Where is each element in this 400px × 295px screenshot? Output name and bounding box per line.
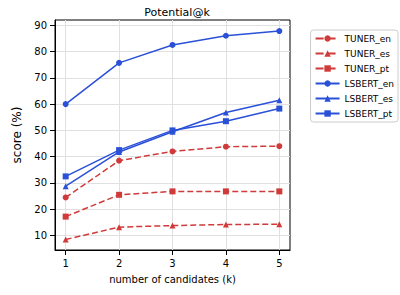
svg-text:number of candidates (k): number of candidates (k) bbox=[109, 274, 236, 285]
svg-text:LSBERT_pt: LSBERT_pt bbox=[345, 109, 393, 119]
svg-text:TUNER_en: TUNER_en bbox=[344, 34, 392, 44]
svg-text:LSBERT_en: LSBERT_en bbox=[345, 79, 394, 89]
svg-text:30: 30 bbox=[34, 177, 47, 188]
svg-text:3: 3 bbox=[169, 258, 175, 269]
svg-text:LSBERT_es: LSBERT_es bbox=[345, 94, 394, 104]
svg-text:4: 4 bbox=[223, 258, 229, 269]
svg-text:score (%): score (%) bbox=[10, 107, 24, 164]
svg-text:70: 70 bbox=[34, 72, 47, 83]
svg-text:TUNER_pt: TUNER_pt bbox=[344, 64, 390, 74]
svg-text:50: 50 bbox=[34, 125, 47, 136]
svg-text:TUNER_es: TUNER_es bbox=[344, 49, 391, 59]
svg-text:5: 5 bbox=[276, 258, 282, 269]
svg-text:Potential@k: Potential@k bbox=[144, 6, 210, 19]
svg-text:20: 20 bbox=[34, 204, 47, 215]
svg-text:40: 40 bbox=[34, 151, 47, 162]
svg-text:80: 80 bbox=[34, 46, 47, 57]
svg-text:10: 10 bbox=[34, 230, 47, 241]
svg-text:90: 90 bbox=[34, 20, 47, 31]
svg-text:2: 2 bbox=[116, 258, 122, 269]
svg-text:60: 60 bbox=[34, 99, 47, 110]
svg-text:1: 1 bbox=[62, 258, 68, 269]
